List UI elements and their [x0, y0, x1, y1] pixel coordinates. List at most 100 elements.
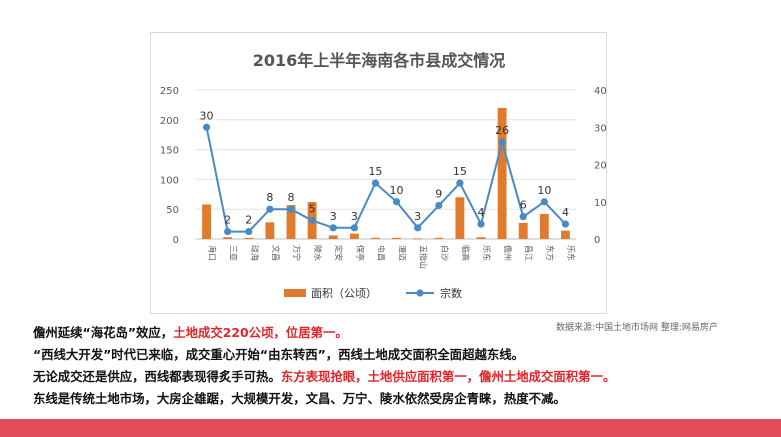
line-point [414, 224, 422, 232]
x-tick-label: 陵水 [313, 245, 323, 261]
x-tick-label: 文昌 [271, 245, 281, 261]
body-text: 儋州延续“海花岛”效应，土地成交220公顷，位居第一。 “西线大开发”时代已来临… [33, 322, 753, 410]
y-right-tick-label: 20 [594, 161, 607, 172]
line-point [371, 179, 380, 187]
line-point [308, 216, 316, 224]
bar [371, 237, 380, 239]
bar [476, 237, 486, 239]
bar [497, 107, 507, 239]
data-label: 3 [414, 210, 421, 223]
x-tick-label: 乐东 [482, 245, 492, 261]
y-left-tick-label: 150 [160, 146, 179, 157]
line-point [266, 205, 274, 213]
x-tick-label: 海口 [208, 245, 218, 261]
data-label: 10 [537, 184, 551, 197]
data-label: 2 [224, 214, 231, 227]
bar [265, 222, 275, 239]
legend-marker-count [416, 289, 424, 297]
data-label: 10 [390, 184, 404, 197]
y-right-tick-label: 0 [594, 235, 600, 246]
bottom-accent-bar [0, 419, 781, 437]
bar [434, 237, 444, 239]
x-tick-label: 东方 [545, 245, 555, 261]
bar [349, 233, 359, 239]
paragraph-1-highlight: 土地成交220公顷，位居第一。 [173, 325, 348, 340]
legend-label-count: 宗数 [440, 286, 462, 300]
data-label: 9 [435, 187, 442, 200]
source-note: 数据来源:中国土地市场网 整理:网易房产 [556, 323, 718, 333]
line-point [477, 220, 485, 228]
y-left-tick-label: 200 [160, 116, 179, 127]
line-point [287, 205, 295, 213]
bar [413, 238, 423, 240]
line-point [329, 224, 337, 232]
data-label: 26 [495, 124, 509, 137]
paragraph-1-lead: 儋州延续“海花岛”效应， [33, 325, 174, 340]
line-point [498, 138, 506, 146]
line-point [350, 224, 358, 232]
line-point [519, 213, 527, 221]
y-left-tick-label: 250 [160, 86, 179, 97]
paragraph-4: 东线是传统土地市场，大房企雄踞，大规模开发，文昌、万宁、陵水依然受房企青睐，热度… [33, 391, 566, 406]
x-tick-label: 临高 [461, 245, 471, 261]
y-right-tick-label: 10 [594, 198, 607, 209]
x-tick-label: 乐东 [566, 245, 576, 261]
data-label: 30 [200, 109, 214, 122]
x-tick-label: 五指山 [419, 245, 429, 269]
y-right-tick-label: 30 [594, 123, 607, 134]
paragraph-3-highlight: 东方表现抢眼，土地供应面积第一，儋州土地成交面积第一。 [280, 369, 616, 384]
x-tick-label: 琼海 [250, 245, 260, 261]
paragraph-3-lead: 无论成交还是供应，西线都表现得炙手可热。 [33, 369, 281, 384]
line-point [224, 227, 232, 236]
bar [286, 205, 296, 239]
y-left-tick-label: 100 [160, 175, 179, 186]
x-tick-label: 儋州 [503, 245, 513, 261]
legend-label-area: 面积（公顷） [311, 287, 377, 300]
bar [455, 197, 465, 239]
paragraph-3: 无论成交还是供应，西线都表现得炙手可热。东方表现抢眼，土地供应面积第一，儋州土地… [33, 366, 753, 388]
legend-swatch-area [284, 289, 306, 297]
bar [328, 235, 338, 239]
data-label: 4 [478, 206, 485, 219]
line-point [540, 198, 548, 206]
data-label: 8 [288, 191, 295, 204]
line-point [245, 227, 253, 236]
y-right-tick-label: 40 [594, 86, 607, 97]
data-label: 3 [351, 210, 358, 223]
line-point [456, 179, 464, 187]
x-tick-label: 万宁 [292, 245, 302, 261]
y-left-tick-label: 0 [173, 235, 179, 246]
data-label: 2 [245, 214, 252, 227]
x-tick-label: 三亚 [229, 245, 238, 261]
x-tick-label: 澄迈 [398, 245, 408, 261]
x-tick-label: 昌江 [524, 245, 533, 261]
x-tick-label: 白沙 [440, 245, 450, 261]
line-point [561, 220, 570, 228]
data-label: 15 [453, 165, 467, 178]
bar [244, 237, 254, 239]
data-label: 3 [330, 210, 337, 223]
x-tick-label: 屯昌 [376, 245, 386, 261]
chart-card: 2016年上半年海南各市县成交情况 0 50 100 150 200 250 0 10 20 30 4… [150, 32, 607, 314]
paragraph-1: 儋州延续“海花岛”效应，土地成交220公顷，位居第一。 [33, 322, 753, 344]
line-series-path [205, 127, 567, 233]
data-label: 15 [368, 165, 382, 178]
bar [561, 230, 570, 239]
data-label: 8 [266, 191, 273, 204]
chart-svg: 2016年上半年海南各市县成交情况 0 50 100 150 200 250 0 10 20 30 4… [160, 51, 607, 300]
data-label: 6 [520, 199, 527, 212]
bar [518, 222, 528, 239]
chart-title: 2016年上半年海南各市县成交情况 [253, 51, 506, 70]
x-tick-label: 定安 [334, 245, 344, 261]
x-tick-label: 保亭 [355, 245, 365, 261]
line-point [202, 123, 211, 131]
line-point [392, 198, 401, 206]
paragraph-2: “西线大开发”时代已来临，成交重心开始“由东转西”，西线土地成交面积全面超越东线… [33, 347, 525, 362]
bar [223, 237, 233, 239]
line-point [435, 201, 443, 210]
y-left-tick-label: 50 [166, 205, 179, 216]
bar [392, 237, 401, 239]
data-label: 5 [309, 202, 316, 215]
data-label: 4 [562, 206, 569, 219]
bar [539, 213, 549, 239]
